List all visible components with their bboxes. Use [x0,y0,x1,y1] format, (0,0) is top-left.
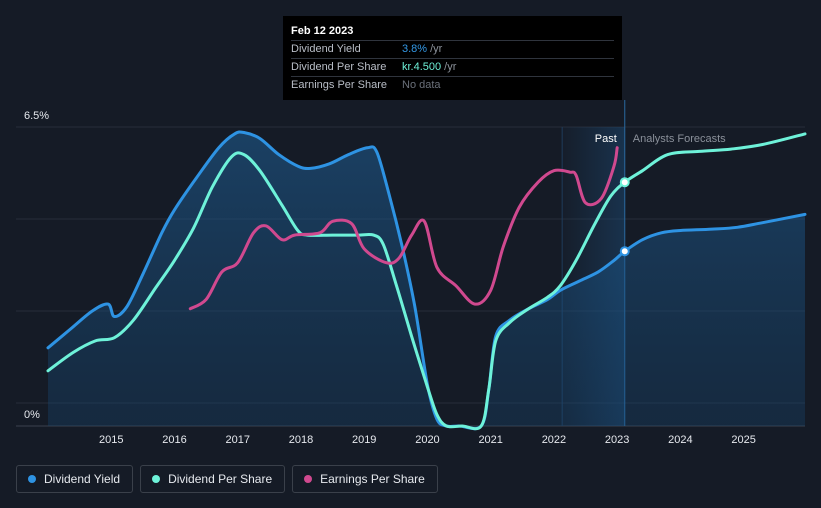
legend-label: Earnings Per Share [320,472,425,486]
legend-item-dividend-per-share[interactable]: Dividend Per Share [140,465,286,493]
tooltip-value: No data [402,79,441,91]
legend-label: Dividend Yield [44,472,121,486]
tooltip-value: 3.8% [402,43,428,55]
x-tick-label: 2017 [225,434,249,446]
x-tick-label: 2018 [289,434,313,446]
tooltip-row-earnings-per-share: Earnings Per Share No data [291,76,614,94]
y-axis-min-label: 0% [24,409,40,421]
legend-dot-icon [304,475,313,483]
tooltip-label: Earnings Per Share [291,79,387,91]
tooltip-label: Dividend Yield [291,43,361,55]
legend-dot-icon [152,475,161,483]
x-tick-label: 2024 [668,434,692,446]
x-tick-label: 2019 [352,434,376,446]
tooltip-unit: /yr [430,43,443,55]
tooltip-row-dividend-yield: Dividend Yield 3.8% /yr [291,40,614,58]
dividend-per-share-marker [619,177,630,188]
x-tick-label: 2025 [731,434,755,446]
x-tick-label: 2023 [605,434,629,446]
x-tick-label: 2021 [478,434,502,446]
past-label: Past [595,133,617,145]
forecast-label: Analysts Forecasts [633,133,726,145]
y-axis-max-label: 6.5% [24,110,49,122]
dividend-yield-marker [619,246,630,257]
tooltip-unit: /yr [444,61,457,73]
x-tick-label: 2016 [162,434,186,446]
tooltip-value: kr.4.500 [402,61,442,73]
tooltip-row-dividend-per-share: Dividend Per Share kr.4.500 /yr [291,58,614,76]
x-tick-label: 2015 [99,434,123,446]
legend-label: Dividend Per Share [168,472,273,486]
x-tick-label: 2022 [542,434,566,446]
tooltip-date: Feb 12 2023 [291,25,354,37]
legend-item-dividend-yield[interactable]: Dividend Yield [16,465,134,493]
earnings-per-share-line [188,146,619,311]
dividend-per-share-line [46,132,807,431]
dividend-yield-area [48,131,805,429]
x-tick-label: 2020 [415,434,439,446]
legend: Dividend Yield Dividend Per Share Earnin… [16,465,438,493]
dividend-yield-line [46,130,807,431]
legend-item-earnings-per-share[interactable]: Earnings Per Share [292,465,438,493]
legend-dot-icon [28,475,36,483]
tooltip-label: Dividend Per Share [291,61,387,73]
tooltip: Feb 12 2023 Dividend Yield 3.8% /yr Divi… [283,16,622,100]
